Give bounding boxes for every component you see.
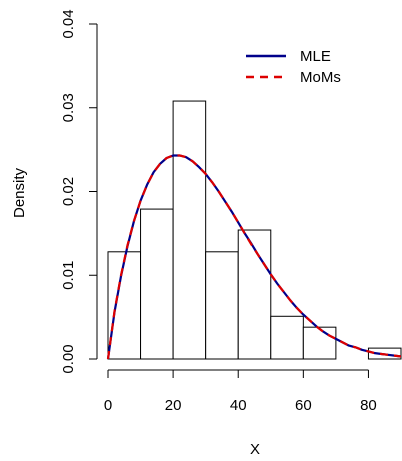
x-tick-label: 20	[165, 397, 182, 414]
y-tick-label: 0.04	[60, 9, 77, 38]
histogram-bar	[302, 326, 337, 360]
legend-label-mle: MLE	[300, 48, 331, 65]
histogram-bar	[237, 229, 272, 360]
histogram-bar	[107, 251, 142, 360]
curve-moms	[106, 154, 402, 360]
x-tick-label: 60	[295, 397, 312, 414]
x-axis: 0 20 40 60 80	[104, 369, 377, 414]
histogram-bar	[205, 251, 239, 360]
y-tick-label: 0.02	[60, 177, 77, 206]
histogram-bars	[107, 100, 402, 360]
x-tick-label: 80	[360, 397, 377, 414]
x-tick-label: 0	[104, 397, 112, 414]
y-tick-label: 0.00	[60, 344, 77, 373]
y-tick-label: 0.03	[60, 93, 77, 122]
histogram-bar	[140, 208, 174, 360]
legend-label-moms: MoMs	[300, 69, 341, 86]
density-curves	[106, 154, 402, 360]
y-axis-title: Density	[11, 167, 28, 218]
y-tick-label: 0.01	[60, 261, 77, 290]
x-axis-title: X	[250, 441, 260, 458]
x-tick-label: 40	[230, 397, 247, 414]
histogram-bar	[270, 315, 304, 360]
y-axis: 0.00 0.01 0.02 0.03 0.04	[60, 9, 98, 374]
legend: MLE MoMs	[246, 48, 341, 86]
histogram-bar	[172, 100, 207, 360]
